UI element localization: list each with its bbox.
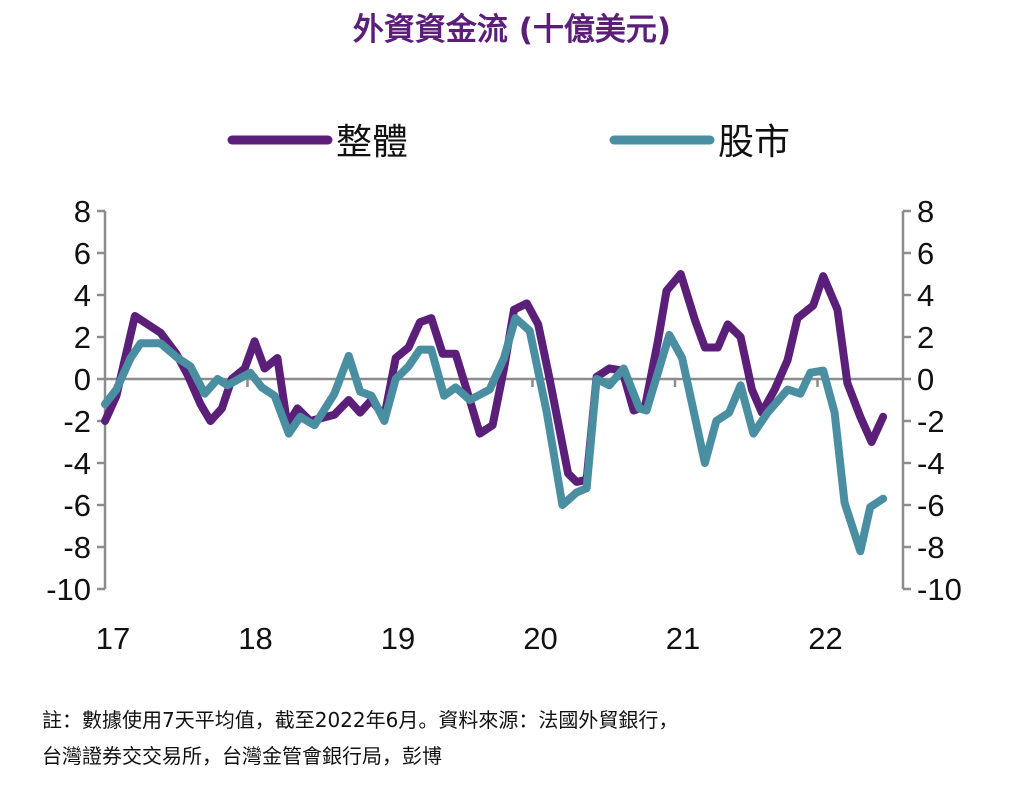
y-tick-label-right: 2 — [917, 320, 934, 355]
y-tick-label-left: 2 — [74, 320, 91, 355]
y-tick-label-left: -10 — [46, 572, 91, 607]
x-tick-label: 21 — [666, 621, 700, 656]
y-tick-label-right: 0 — [917, 362, 934, 397]
footnote-line-1: 註：數據使用7天平均值，截至2022年6月。資料來源：法國外貿銀行， — [42, 708, 679, 732]
legend-label-2: 股市 — [718, 122, 790, 163]
y-tick-label-left: 8 — [74, 194, 91, 229]
chart-title: 外資資金流 (十億美元) — [352, 12, 672, 48]
x-tick-label: 19 — [381, 621, 415, 656]
y-tick-label-right: -10 — [917, 572, 962, 607]
y-tick-label-right: 6 — [917, 236, 934, 271]
x-tick-label: 17 — [96, 621, 130, 656]
legend-label-1: 整體 — [336, 122, 408, 163]
y-tick-label-right: -2 — [917, 404, 945, 439]
series-lines — [101, 270, 888, 556]
series-line-2 — [101, 314, 888, 556]
y-tick-label-left: 6 — [74, 236, 91, 271]
y-tick-label-right: -4 — [917, 446, 945, 481]
x-tick-label: 18 — [238, 621, 272, 656]
y-tick-label-left: -2 — [63, 404, 91, 439]
y-tick-label-left: 4 — [74, 278, 91, 313]
y-tick-label-left: 0 — [74, 362, 91, 397]
y-tick-label-right: 8 — [917, 194, 934, 229]
y-tick-label-right: 4 — [917, 278, 934, 313]
y-tick-label-left: -6 — [63, 488, 91, 523]
y-tick-label-right: -6 — [917, 488, 945, 523]
y-tick-label-right: -8 — [917, 530, 945, 565]
y-tick-label-left: -4 — [63, 446, 91, 481]
x-tick-label: 22 — [808, 621, 842, 656]
footnote-line-2: 台灣證券交交易所，台灣金管會銀行局，彭博 — [42, 744, 442, 768]
y-tick-label-left: -8 — [63, 530, 91, 565]
x-tick-label: 20 — [523, 621, 557, 656]
legend: 整體 股市 — [227, 122, 790, 163]
